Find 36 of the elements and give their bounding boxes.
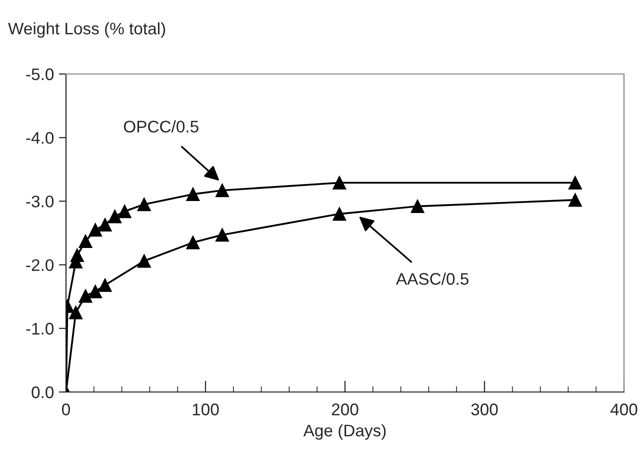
y-tick-label: 0.0 bbox=[32, 386, 54, 398]
x-tick-label: 0 bbox=[62, 404, 70, 416]
point bbox=[88, 284, 102, 298]
y-tick-label: -1.0 bbox=[26, 322, 54, 335]
x-tick-label: 400 bbox=[610, 404, 638, 416]
y-axis-title: Weight Loss (% total) bbox=[8, 22, 166, 38]
point bbox=[568, 176, 582, 190]
point bbox=[68, 306, 83, 320]
point bbox=[118, 204, 132, 218]
point bbox=[137, 198, 151, 212]
point bbox=[332, 207, 346, 221]
point bbox=[98, 218, 112, 232]
point bbox=[186, 187, 200, 201]
annotation: AASC/0.5 bbox=[396, 272, 468, 285]
point bbox=[568, 193, 582, 207]
annotation: OPCC/0.5 bbox=[124, 120, 198, 133]
y-tick-label: -5.0 bbox=[26, 68, 54, 80]
point bbox=[332, 176, 346, 190]
point bbox=[186, 236, 200, 250]
point bbox=[78, 289, 92, 303]
point bbox=[410, 200, 424, 214]
point bbox=[88, 223, 102, 237]
x-tick-label: 300 bbox=[471, 404, 498, 416]
x-tick-label: 200 bbox=[332, 404, 358, 416]
y-tick-label: -2.0 bbox=[26, 259, 54, 272]
point bbox=[215, 228, 230, 242]
point bbox=[108, 210, 122, 224]
y-tick-label: -3.0 bbox=[26, 196, 54, 208]
point bbox=[215, 184, 230, 198]
x-axis-title: Age (Days) bbox=[303, 424, 386, 440]
x-tick-label: 100 bbox=[192, 404, 219, 416]
point bbox=[98, 278, 112, 292]
point bbox=[78, 234, 92, 248]
point bbox=[70, 248, 84, 262]
point bbox=[137, 254, 151, 268]
y-tick-label: -4.0 bbox=[26, 132, 54, 144]
